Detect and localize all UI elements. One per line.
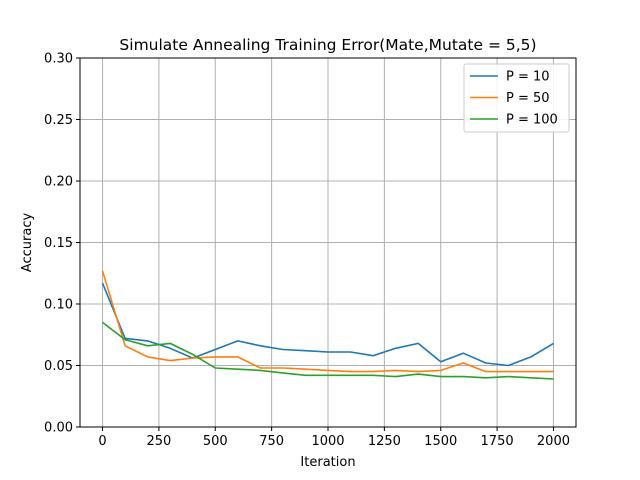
- x-tick-label: 0: [98, 434, 106, 449]
- y-tick-label: 0.10: [44, 298, 73, 313]
- legend-box: [463, 63, 570, 133]
- tick-layer: 0 250 500 750 1000 1250 1500 1750 2000 0.00 0.05 0.…: [44, 52, 570, 450]
- x-tick-label: 1750: [481, 434, 514, 449]
- x-axis-title: Iteration: [300, 455, 355, 470]
- x-tick-label: 250: [146, 434, 171, 449]
- legend: P = 10 P = 50 P = 100: [463, 63, 570, 133]
- y-axis-title: Accuracy: [20, 213, 35, 273]
- x-tick-label: 750: [259, 434, 284, 449]
- chart-title: Simulate Annealing Training Error(Mate,M…: [119, 36, 536, 54]
- legend-label: P = 10: [506, 70, 550, 85]
- series-line: [102, 321, 554, 380]
- x-tick-label: 1500: [424, 434, 457, 449]
- x-tick-label: 1000: [311, 434, 344, 449]
- series-layer: [101, 270, 554, 380]
- series-line: [101, 282, 554, 367]
- x-tick-label: 500: [203, 434, 228, 449]
- x-tick-label: 2000: [537, 434, 570, 449]
- y-tick-label: 0.15: [44, 236, 73, 251]
- x-tick-label: 1250: [368, 434, 401, 449]
- y-tick-label: 0.25: [44, 113, 73, 128]
- y-tick-label: 0.05: [44, 359, 73, 374]
- legend-label: P = 100: [506, 113, 558, 128]
- legend-label: P = 50: [506, 91, 550, 106]
- y-tick-label: 0.30: [44, 52, 73, 67]
- series-line: [101, 270, 554, 373]
- y-tick-label: 0.00: [44, 421, 73, 436]
- y-tick-label: 0.20: [44, 175, 73, 190]
